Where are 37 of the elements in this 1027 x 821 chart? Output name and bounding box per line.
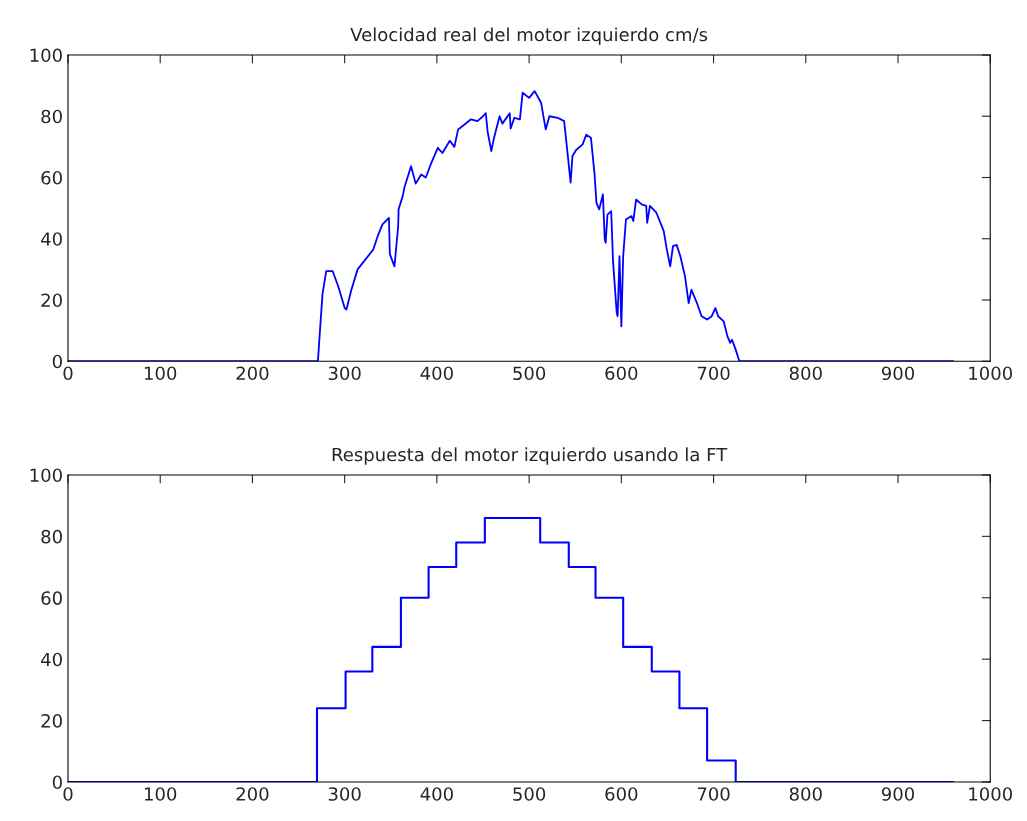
y-tick-label: 100 bbox=[30, 468, 62, 483]
x-tick-label: 900 bbox=[881, 366, 915, 381]
x-tick-label: 700 bbox=[697, 366, 730, 381]
y-tick-label: 40 bbox=[41, 232, 62, 246]
y-tick-label: 60 bbox=[41, 591, 62, 605]
x-tick-label: 900 bbox=[881, 787, 915, 801]
line-series bbox=[67, 90, 955, 362]
chart-title: Respuesta del motor izquierdo usando la FT bbox=[332, 447, 728, 465]
x-tick-label: 200 bbox=[236, 366, 269, 381]
y-tick-label: 80 bbox=[41, 529, 62, 544]
x-tick-label: 0 bbox=[63, 366, 73, 381]
x-tick-label: 1000 bbox=[969, 366, 1013, 381]
y-tick-label: 60 bbox=[41, 170, 62, 185]
y-tick-label: 0 bbox=[52, 775, 62, 790]
y-tick-label: 20 bbox=[41, 293, 62, 308]
y-tick-label: 100 bbox=[30, 48, 62, 63]
x-tick-label: 600 bbox=[605, 787, 638, 801]
x-tick-label: 700 bbox=[697, 787, 730, 801]
x-tick-label: 800 bbox=[789, 787, 822, 801]
x-tick-label: 500 bbox=[513, 787, 546, 801]
x-tick-label: 300 bbox=[328, 787, 361, 801]
x-tick-label: 400 bbox=[420, 787, 453, 801]
x-tick-label: 300 bbox=[328, 366, 361, 381]
x-tick-label: 800 bbox=[789, 366, 822, 381]
x-tick-label: 400 bbox=[420, 366, 453, 381]
x-tick-label: 600 bbox=[605, 366, 638, 381]
x-tick-label: 100 bbox=[144, 366, 177, 381]
x-tick-label: 100 bbox=[144, 787, 177, 801]
x-tick-label: 1000 bbox=[969, 787, 1013, 801]
y-tick-label: 80 bbox=[41, 109, 62, 124]
x-tick-label: 200 bbox=[236, 787, 269, 801]
chart-title: Velocidad real del motor izquierdo cm/s bbox=[350, 27, 708, 45]
x-tick-label: 500 bbox=[513, 366, 546, 381]
y-tick-label: 20 bbox=[41, 714, 62, 728]
y-tick-label: 0 bbox=[52, 354, 62, 369]
y-tick-label: 40 bbox=[41, 652, 62, 667]
x-tick-label: 0 bbox=[63, 787, 73, 801]
